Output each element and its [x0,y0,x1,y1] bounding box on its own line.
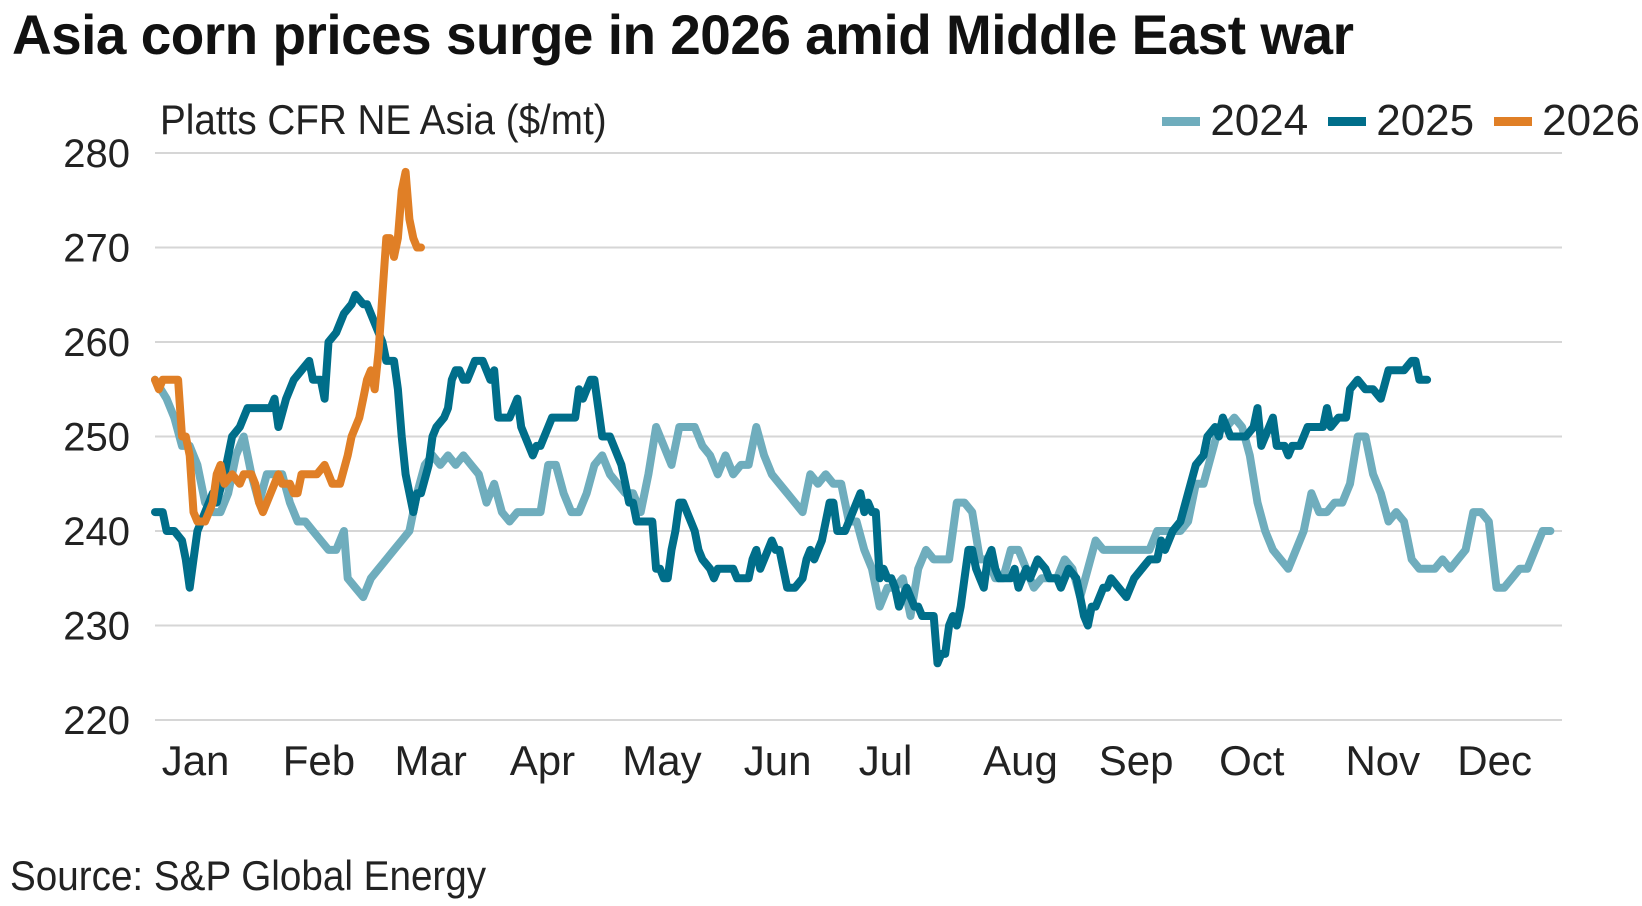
series-lines [151,167,1555,668]
x-tick-label-aug: Aug [983,737,1058,784]
x-tick-label-oct: Oct [1219,737,1285,784]
x-axis-ticks: Jan Feb Mar Apr May Jun Jul Aug Sep Oct Nov Dec [162,737,1532,784]
y-tick-label-280: 280 [63,132,130,176]
legend-label-2026: 2026 [1542,96,1640,145]
y-axis-label: Platts CFR NE Asia ($/mt) [160,96,607,143]
x-tick-label-nov: Nov [1345,737,1420,784]
x-tick-label-feb: Feb [283,737,355,784]
y-tick-label-250: 250 [63,416,130,460]
legend-label-2025: 2025 [1376,96,1475,145]
legend-swatch-2024 [1162,116,1201,126]
legend: 2024 2025 2026 [1142,96,1640,146]
legend-item-2026: 2026 [1494,96,1640,146]
legend-item-2025: 2025 [1328,96,1474,146]
legend-swatch-2026 [1494,116,1533,126]
legend-item-2024: 2024 [1162,96,1308,146]
legend-label-2024: 2024 [1210,96,1309,145]
gridlines [155,152,1562,721]
x-tick-label-apr: Apr [510,737,575,784]
x-tick-label-jul: Jul [859,737,913,784]
x-tick-label-sep: Sep [1099,737,1174,784]
y-tick-label-270: 270 [63,227,130,271]
x-tick-label-may: May [622,737,701,784]
series-line-2026 [151,167,425,526]
y-tick-label-260: 260 [63,321,130,365]
y-tick-label-230: 230 [63,605,130,649]
chart-title: Asia corn prices surge in 2026 amid Midd… [12,3,1354,66]
x-tick-label-mar: Mar [395,737,467,784]
x-tick-label-jun: Jun [744,737,812,784]
y-axis-ticks: 220 230 240 250 260 270 280 [63,132,130,743]
legend-swatch-2025 [1328,116,1367,126]
x-tick-label-jan: Jan [162,737,230,784]
source-note: Source: S&P Global Energy [10,852,487,899]
y-tick-label-220: 220 [63,699,130,743]
series-line-2025 [151,290,1432,668]
y-tick-label-240: 240 [63,510,130,554]
x-tick-label-dec: Dec [1457,737,1532,784]
